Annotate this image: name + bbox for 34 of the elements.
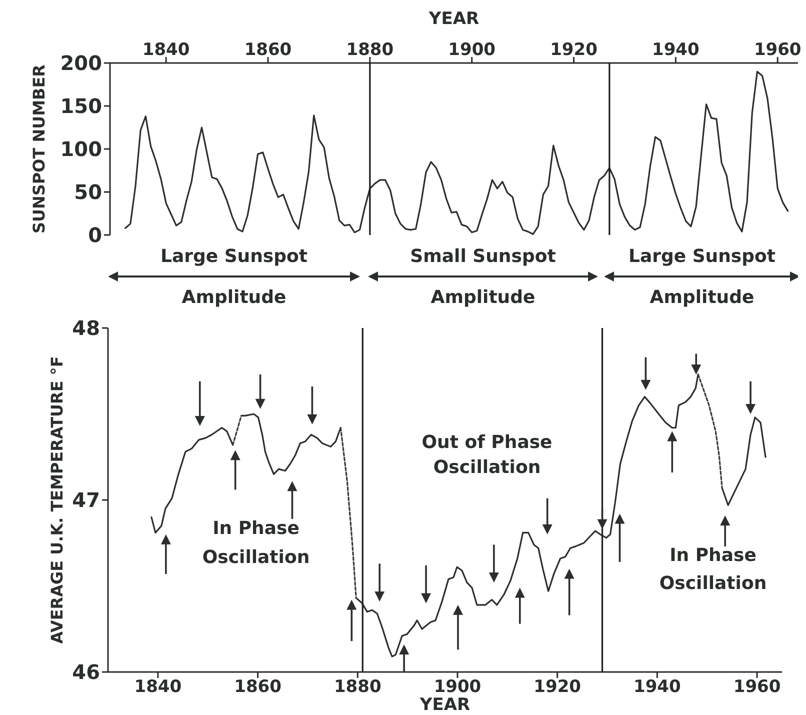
y-tick-label: 47: [72, 488, 100, 512]
text: Large Sunspot Amplitude: [160, 246, 308, 308]
x-tick-label: 1880: [346, 40, 394, 60]
x-tick-label: 1940: [634, 677, 682, 698]
annotation: Out of Phase Oscillation: [422, 432, 552, 478]
x-tick-label: 1900: [448, 40, 496, 60]
line-series: [340, 426, 357, 599]
y-tick-label: 200: [60, 51, 102, 76]
x-axis-title: YEAR: [428, 9, 480, 29]
y-axis-title: AVERAGE U.K. TEMPERATURE °F: [47, 356, 66, 644]
line-series: [124, 70, 789, 235]
x-tick-label: 1840: [134, 677, 182, 698]
x-tick-label: 1920: [550, 40, 598, 60]
text: Large Sunspot Amplitude: [628, 246, 776, 308]
x-axis-title: YEAR: [418, 695, 470, 715]
x-tick-label: 1860: [244, 40, 292, 60]
x-tick-label: 1960: [754, 40, 802, 60]
x-tick-label: 1860: [234, 677, 282, 698]
x-tick-label: 1920: [534, 677, 582, 698]
text: Small Sunspot Amplitude: [410, 246, 556, 308]
y-axis-title: SUNSPOT NUMBER: [29, 64, 48, 234]
x-tick-label: 1880: [334, 677, 382, 698]
y-tick-label: 46: [72, 660, 100, 684]
y-tick-label: 150: [60, 94, 102, 118]
annotation: In Phase Oscillation: [202, 518, 310, 568]
x-tick-label: 1940: [652, 40, 700, 60]
x-tick-label: 1840: [142, 40, 190, 60]
y-tick-label: 48: [72, 316, 100, 340]
x-tick-label: 1900: [434, 677, 482, 698]
x-tick-label: 1960: [733, 677, 781, 698]
annotation: In Phase Oscillation: [659, 545, 767, 594]
y-tick-label: 50: [74, 180, 102, 204]
y-tick-label: 100: [60, 137, 102, 162]
y-tick-label: 0: [88, 223, 102, 248]
